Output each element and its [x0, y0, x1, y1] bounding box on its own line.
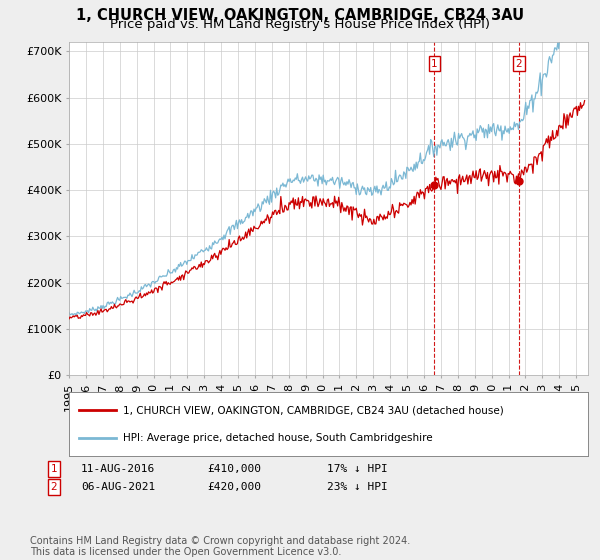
Text: Price paid vs. HM Land Registry's House Price Index (HPI): Price paid vs. HM Land Registry's House … — [110, 18, 490, 31]
Text: 11-AUG-2016: 11-AUG-2016 — [81, 464, 155, 474]
Text: 2: 2 — [50, 482, 58, 492]
Text: 1, CHURCH VIEW, OAKINGTON, CAMBRIDGE, CB24 3AU: 1, CHURCH VIEW, OAKINGTON, CAMBRIDGE, CB… — [76, 8, 524, 24]
Text: 1: 1 — [431, 59, 438, 69]
Text: 06-AUG-2021: 06-AUG-2021 — [81, 482, 155, 492]
Text: 2: 2 — [516, 59, 523, 69]
Text: £420,000: £420,000 — [207, 482, 261, 492]
Text: 17% ↓ HPI: 17% ↓ HPI — [327, 464, 388, 474]
Text: 1, CHURCH VIEW, OAKINGTON, CAMBRIDGE, CB24 3AU (detached house): 1, CHURCH VIEW, OAKINGTON, CAMBRIDGE, CB… — [124, 405, 504, 415]
Text: HPI: Average price, detached house, South Cambridgeshire: HPI: Average price, detached house, Sout… — [124, 433, 433, 444]
Text: £410,000: £410,000 — [207, 464, 261, 474]
Text: 1: 1 — [50, 464, 58, 474]
Text: Contains HM Land Registry data © Crown copyright and database right 2024.
This d: Contains HM Land Registry data © Crown c… — [30, 535, 410, 557]
Text: 23% ↓ HPI: 23% ↓ HPI — [327, 482, 388, 492]
